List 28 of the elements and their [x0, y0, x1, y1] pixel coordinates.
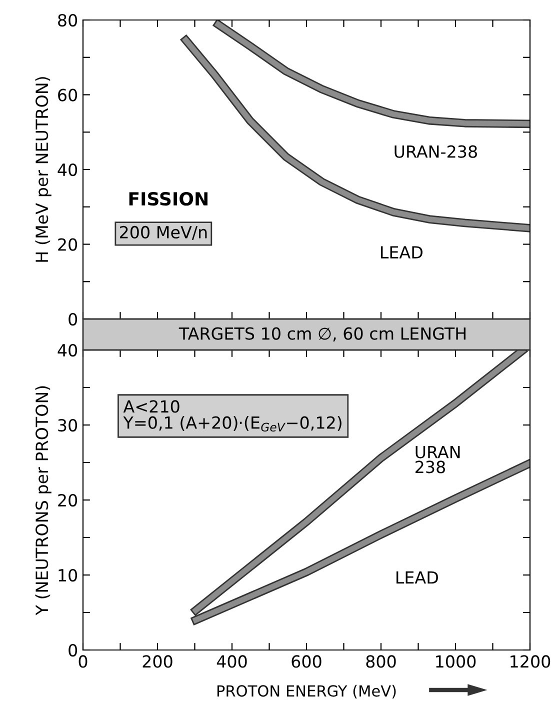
annotation: FISSION [129, 192, 208, 206]
series-label: URAN 238 [416, 446, 460, 474]
y-axis-title: H (MeV per NEUTRON) [35, 77, 52, 262]
x-axis-title: PROTON ENERGY (MeV) [217, 684, 396, 699]
series-label: URAN-238 [394, 145, 477, 158]
y-tick-label: 60 [58, 88, 78, 102]
y-tick-label: 30 [58, 418, 78, 432]
series-label: LEAD [381, 246, 422, 258]
x-tick-label: 0 [78, 655, 88, 668]
y-tick-label: 0 [68, 312, 78, 326]
y-tick-label: 20 [58, 238, 78, 251]
y-tick-label: 20 [58, 494, 78, 507]
x-tick-label: 800 [366, 655, 396, 668]
text: LEAD [396, 571, 438, 584]
x-tick-label: 1000 [436, 655, 476, 668]
annotation: 200 MeV/n [120, 226, 207, 240]
text: TARGETS 10 cm ∅, 60 cm LENGTH [178, 327, 466, 342]
y-tick-label: 10 [58, 568, 78, 582]
x-tick-label: 400 [216, 655, 247, 668]
x-tick-label: 1200 [510, 655, 550, 668]
y-tick-label: 0 [68, 644, 78, 657]
annotation: A<210 Y=0,1 (A+20)·(E$_{GeV}$−0,12) [123, 400, 342, 432]
y-tick-label: 80 [58, 14, 78, 27]
x-tick-label: 600 [292, 655, 322, 668]
y-axis-title: Y (NEUTRONS per PROTON) [35, 386, 52, 616]
x-tick-label: 200 [142, 655, 172, 668]
y-tick-label: 40 [58, 163, 78, 176]
y-tick-label: 40 [58, 344, 78, 357]
